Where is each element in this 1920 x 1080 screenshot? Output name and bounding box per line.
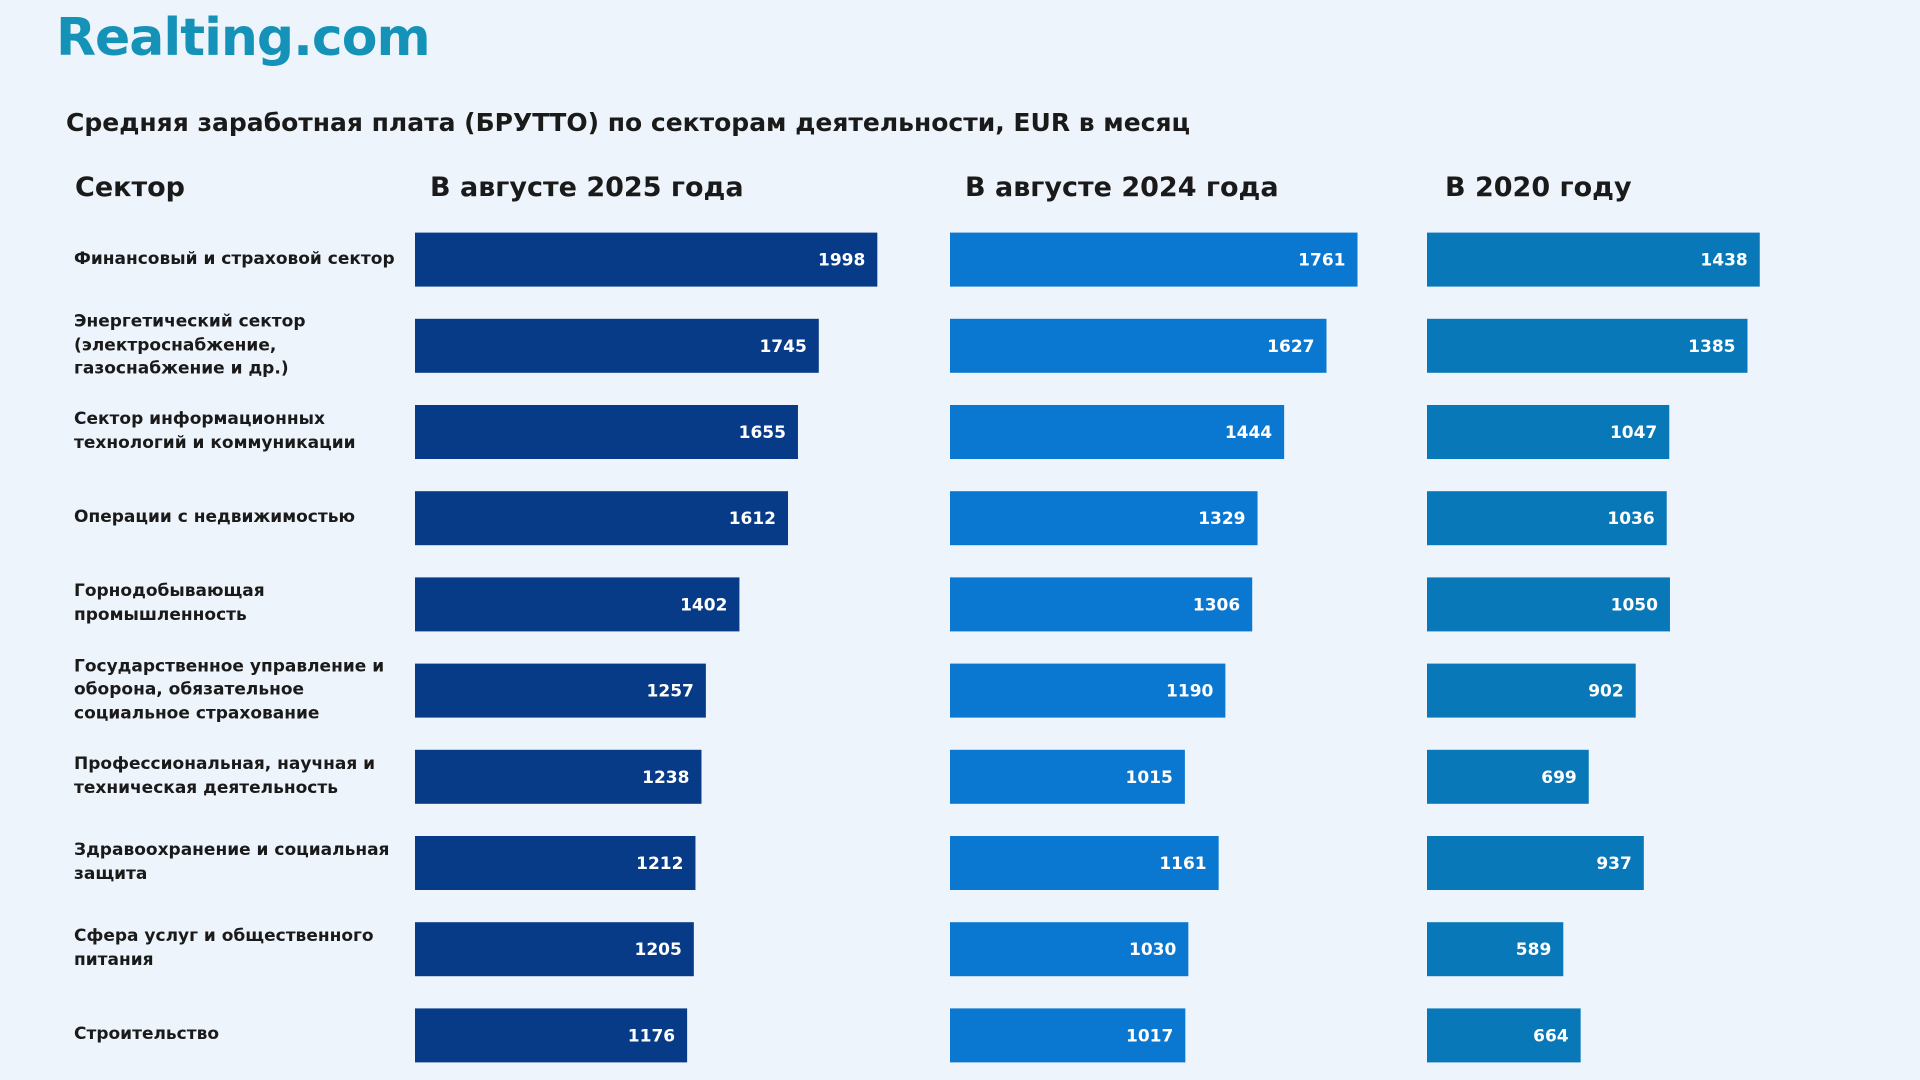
value-label: 589 [1516,940,1552,960]
bar [415,922,694,977]
bar [415,318,819,373]
bar [415,577,740,632]
value-label: 1402 [680,595,727,615]
value-label: 1627 [1267,337,1314,357]
value-label: 1176 [628,1026,675,1046]
bar [950,836,1219,890]
bar [415,663,706,718]
value-label: 1050 [1611,595,1658,615]
value-label: 1047 [1610,423,1657,443]
bar [1427,405,1670,459]
value-label: 664 [1533,1026,1569,1046]
bar [415,491,789,546]
value-label: 1745 [759,337,806,357]
value-label: 1612 [729,509,776,529]
value-label: 1015 [1126,768,1173,788]
bar [1427,749,1589,804]
bar [950,922,1189,977]
value-label: 1212 [636,854,683,874]
value-label: 1190 [1166,682,1213,702]
bar [950,749,1185,804]
category-label: Строительство [74,1024,220,1045]
bar [415,749,702,804]
category-label: Энергетический сектор (электроснабжение,… [74,311,306,379]
bar [1427,232,1760,287]
bar [415,405,798,459]
series-header: В августе 2024 года [965,172,1279,203]
category-label: Здравоохранение и социальная защита [74,840,390,884]
value-label: 902 [1588,682,1624,702]
bar [415,1008,688,1063]
value-label: 1257 [647,682,694,702]
value-label: 1238 [642,768,689,788]
bar [415,836,696,890]
value-label: 1205 [635,940,682,960]
series-header: В августе 2025 года [430,172,744,203]
value-label: 1017 [1126,1026,1173,1046]
bar [1427,922,1564,977]
value-label: 1444 [1225,423,1272,443]
bar [950,491,1258,546]
bar [950,405,1285,459]
value-label: 1438 [1700,251,1747,271]
value-label: 1036 [1607,509,1654,529]
value-label: 1329 [1198,509,1245,529]
value-label: 1655 [739,423,786,443]
chart-title: Средняя заработная плата (БРУТТО) по сек… [66,108,1191,137]
bar [1427,663,1636,718]
bar [1427,491,1667,546]
category-label: Сфера услуг и общественного питания [74,926,374,971]
category-label: Финансовый и страховой сектор [74,248,395,269]
value-label: 1998 [818,251,865,271]
bar [1427,318,1748,373]
bar [1427,577,1670,632]
value-label: 1161 [1159,854,1206,874]
value-label: 1761 [1298,251,1345,271]
brand-logo: Realting.com [56,8,431,68]
category-label: Профессиональная, научная и техническая … [74,754,376,798]
bar [415,232,878,287]
bar [950,232,1358,287]
category-label: Государственное управление и оборона, об… [74,655,385,724]
value-label: 1306 [1193,595,1240,615]
value-label: 937 [1596,854,1632,874]
category-header: Сектор [75,172,185,203]
category-label: Операции с недвижимостью [74,507,355,528]
bar [1427,836,1644,890]
bar [950,1008,1186,1063]
bar [950,577,1253,632]
bar [1427,1008,1581,1063]
bar [950,318,1327,373]
value-label: 699 [1541,768,1577,788]
category-label: Сектор информационных технологий и комму… [74,409,356,453]
category-label: Горнодобывающая промышленность [74,581,265,626]
bar [950,663,1226,718]
series-header: В 2020 году [1445,172,1632,203]
value-label: 1030 [1129,940,1176,960]
value-label: 1385 [1688,337,1735,357]
